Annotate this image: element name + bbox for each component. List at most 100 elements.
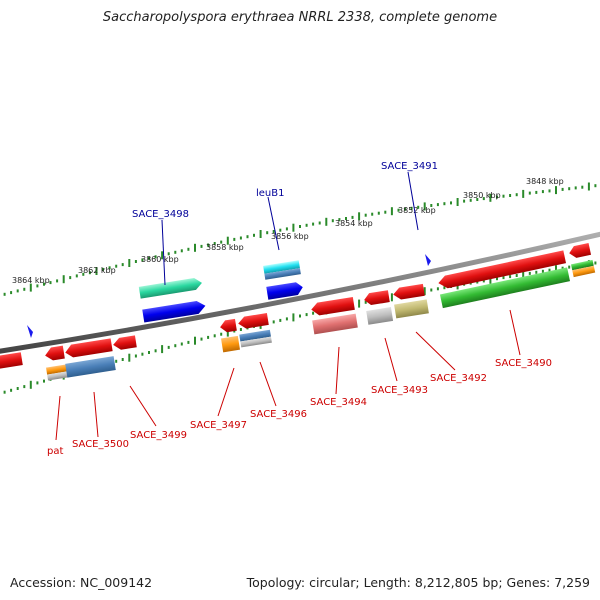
ruler-minor-tick	[213, 334, 216, 338]
ruler-minor-tick	[509, 194, 512, 197]
ruler-minor-tick	[49, 281, 52, 285]
ruler-minor-tick	[574, 186, 577, 190]
feature-SACE_3493[interactable]	[366, 307, 394, 325]
ruler-minor-tick	[134, 354, 137, 358]
ruler-minor-tick	[272, 320, 275, 324]
gene-SACE_3498-protein[interactable]	[142, 300, 206, 323]
feature-SACE_3496[interactable]	[239, 329, 272, 348]
ruler-minor-tick	[23, 287, 26, 291]
strand-arrow-icon	[425, 254, 431, 266]
ruler-minor-tick	[502, 276, 505, 280]
ruler-major-tick	[128, 259, 131, 267]
ruler-minor-tick	[246, 235, 249, 239]
gene-SACE_3489[interactable]	[568, 243, 592, 259]
gene-label[interactable]: pat	[47, 446, 63, 457]
gene-label[interactable]: SACE_3493	[371, 385, 428, 396]
ruler-minor-tick	[371, 212, 374, 216]
ruler-label: 3850 kbp	[463, 191, 501, 200]
ruler-minor-tick	[285, 227, 288, 231]
ruler-minor-tick	[279, 318, 282, 322]
gene-label[interactable]: SACE_3499	[130, 430, 187, 441]
ruler-label: 3864 kbp	[12, 276, 50, 285]
ruler-minor-tick	[272, 230, 275, 233]
feature-SACE_3500[interactable]	[65, 356, 116, 378]
ruler-minor-tick	[134, 260, 137, 263]
ruler-minor-tick	[154, 349, 157, 353]
strand-arrow-icon	[27, 325, 33, 338]
gene-pat[interactable]	[0, 352, 23, 370]
gene-SACE_3498[interactable]	[138, 277, 203, 299]
ruler-minor-tick	[436, 203, 439, 207]
ruler-minor-tick	[312, 311, 315, 315]
ruler-minor-tick	[239, 328, 242, 331]
ruler-minor-tick	[581, 185, 584, 189]
feature-SACE_3497[interactable]	[221, 335, 240, 353]
feature-SACE_3492[interactable]	[394, 299, 429, 319]
ruler-minor-tick	[541, 190, 544, 194]
ruler-minor-tick	[220, 240, 223, 244]
ruler-minor-tick	[167, 345, 170, 349]
ruler-label: 3858 kbp	[206, 243, 244, 252]
ruler-minor-tick	[10, 291, 13, 295]
ruler-minor-tick	[430, 204, 433, 207]
gene-SACE_3497[interactable]	[219, 318, 237, 333]
feature-SACE_3489[interactable]	[570, 259, 596, 278]
ruler-minor-tick	[174, 250, 177, 254]
topology-text: Topology: circular; Length: 8,212,805 bp…	[246, 575, 590, 590]
gene-label[interactable]: SACE_3500	[72, 439, 129, 450]
ruler-minor-tick	[167, 252, 170, 256]
ruler-minor-tick	[476, 280, 479, 284]
ruler-minor-tick	[496, 195, 498, 199]
gene-SACE_3496[interactable]	[237, 313, 269, 330]
gene-SACE_3499[interactable]	[64, 338, 113, 358]
gene-SACE_3500[interactable]	[44, 345, 65, 362]
ruler-label: 3860 kbp	[141, 255, 179, 264]
gene-label[interactable]: SACE_3498	[132, 209, 189, 220]
ruler-minor-tick	[548, 268, 551, 272]
gene-leuB1[interactable]	[263, 260, 301, 280]
label-leaders	[55, 171, 521, 441]
feature-SACE_3490[interactable]	[439, 267, 571, 309]
gene-label[interactable]: SACE_3492	[430, 373, 487, 384]
gene-label[interactable]: SACE_3497	[190, 420, 247, 431]
ruler-minor-tick	[594, 261, 597, 265]
ruler-minor-tick	[482, 197, 485, 201]
ruler-minor-tick	[318, 221, 321, 225]
ruler-minor-tick	[450, 201, 452, 205]
ruler-minor-tick	[535, 270, 538, 274]
ruler-minor-tick	[200, 337, 203, 341]
ruler-minor-tick	[299, 314, 301, 318]
ruler-major-tick	[194, 243, 196, 252]
gene-SACE_3499b[interactable]	[112, 335, 137, 350]
ruler-major-tick	[95, 267, 98, 275]
ruler-minor-tick	[436, 287, 439, 291]
ruler-minor-tick	[561, 266, 564, 270]
ruler-minor-tick	[148, 351, 150, 354]
feature-SACE_3494[interactable]	[312, 313, 358, 335]
ruler-major-tick	[292, 313, 295, 322]
gene-label[interactable]: SACE_3491	[381, 161, 438, 172]
ruler-minor-tick	[141, 258, 144, 262]
ruler-minor-tick	[469, 198, 472, 202]
ruler-minor-tick	[16, 387, 19, 390]
gene-label[interactable]: leuB1	[256, 188, 285, 199]
ruler-minor-tick	[266, 231, 269, 235]
gene-SACE_3492[interactable]	[392, 283, 425, 301]
gene-SACE_3494[interactable]	[310, 296, 355, 317]
ruler-minor-tick	[16, 289, 19, 293]
gene-SACE_3490[interactable]	[437, 250, 567, 290]
gene-label[interactable]: SACE_3496	[250, 409, 307, 420]
gene-label[interactable]: SACE_3494	[310, 397, 367, 408]
gene-SACE_3493[interactable]	[363, 290, 390, 306]
gene-leuB1-protein[interactable]	[266, 281, 304, 300]
ruler-minor-tick	[207, 243, 210, 247]
feature-pat[interactable]	[46, 364, 68, 381]
ruler-minor-tick	[121, 358, 124, 361]
ruler-major-tick	[29, 380, 32, 389]
ruler-major-tick	[358, 212, 361, 221]
ruler-minor-tick	[233, 237, 236, 241]
gene-label[interactable]: SACE_3490	[495, 358, 552, 369]
ruler-major-tick	[325, 217, 328, 226]
ruler-minor-tick	[115, 359, 118, 363]
